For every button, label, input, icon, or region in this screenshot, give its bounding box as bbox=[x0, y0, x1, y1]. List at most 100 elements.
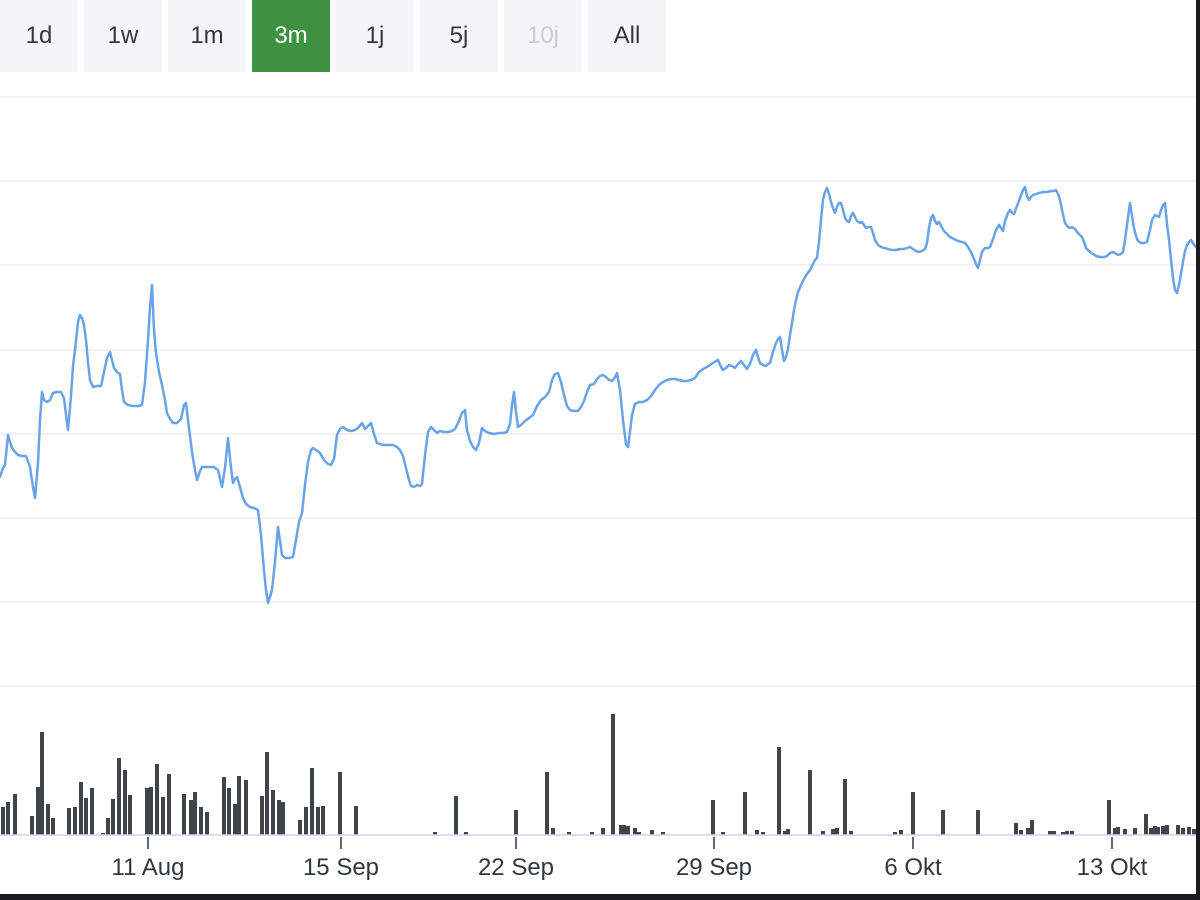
time-range-toolbar: 1d 1w 1m 3m 1j 5j 10j All bbox=[0, 0, 666, 72]
range-button-all[interactable]: All bbox=[588, 0, 666, 72]
volume-bar bbox=[155, 764, 159, 835]
volume-bar bbox=[551, 828, 555, 835]
volume-bar bbox=[893, 832, 897, 835]
x-axis-label: 22 Sep bbox=[478, 854, 554, 881]
x-axis-label: 13 Okt bbox=[1077, 854, 1148, 881]
volume-bar bbox=[601, 828, 605, 835]
x-axis-label: 15 Sep bbox=[303, 854, 379, 881]
volume-bar bbox=[1026, 828, 1030, 835]
volume-bar bbox=[633, 828, 637, 835]
x-axis-label: 11 Aug bbox=[112, 854, 185, 881]
volume-bar bbox=[271, 790, 275, 835]
volume-bar bbox=[1070, 831, 1074, 835]
volume-bar bbox=[786, 829, 790, 835]
volume-bar bbox=[454, 796, 458, 835]
volume-bar bbox=[46, 804, 50, 835]
range-button-1j[interactable]: 1j bbox=[336, 0, 414, 72]
volume-bar bbox=[1153, 826, 1157, 835]
volume-bar bbox=[30, 816, 34, 835]
volume-bar bbox=[650, 830, 654, 835]
volume-bar bbox=[128, 795, 132, 835]
range-button-3m[interactable]: 3m bbox=[252, 0, 330, 72]
volume-bar bbox=[567, 832, 571, 835]
volume-bar bbox=[622, 825, 626, 835]
x-axis-label: 6 Okt bbox=[884, 854, 942, 881]
volume-bar bbox=[233, 804, 237, 835]
volume-bar bbox=[611, 714, 615, 835]
volume-bar bbox=[849, 831, 853, 835]
volume-bar bbox=[1014, 823, 1018, 835]
volume-bar bbox=[117, 758, 121, 835]
volume-bar bbox=[941, 810, 945, 835]
volume-bar bbox=[514, 810, 518, 835]
volume-bar bbox=[149, 787, 153, 835]
volume-bar bbox=[1176, 825, 1180, 835]
volume-bar bbox=[205, 812, 209, 835]
volume-bar bbox=[73, 807, 77, 835]
volume-bar bbox=[84, 798, 88, 835]
range-button-10j[interactable]: 10j bbox=[504, 0, 582, 72]
volume-bar bbox=[1181, 828, 1185, 835]
volume-bar bbox=[1030, 820, 1034, 835]
volume-bar bbox=[1061, 832, 1065, 835]
volume-bar bbox=[1192, 829, 1196, 835]
volume-bar bbox=[1, 807, 5, 835]
volume-bar bbox=[90, 788, 94, 835]
right-edge-border bbox=[1196, 0, 1200, 900]
volume-bar bbox=[831, 829, 835, 835]
volume-bar bbox=[1113, 828, 1117, 835]
volume-bar bbox=[244, 780, 248, 835]
volume-bar bbox=[661, 832, 665, 835]
volume-bar bbox=[338, 772, 342, 835]
volume-bar bbox=[783, 831, 787, 835]
volume-bar bbox=[6, 802, 10, 835]
volume-bar bbox=[106, 818, 110, 835]
volume-bar bbox=[304, 807, 308, 835]
volume-bar bbox=[79, 782, 83, 835]
volume-bar bbox=[590, 832, 594, 835]
volume-bar bbox=[761, 832, 765, 835]
range-button-5j[interactable]: 5j bbox=[420, 0, 498, 72]
volume-bar bbox=[721, 832, 725, 835]
volume-bar bbox=[619, 825, 623, 835]
volume-bar bbox=[36, 787, 40, 835]
volume-bar bbox=[237, 776, 241, 835]
volume-bar bbox=[316, 807, 320, 835]
volume-bar bbox=[265, 752, 269, 835]
volume-bar bbox=[911, 792, 915, 835]
volume-bar bbox=[1123, 829, 1127, 835]
volume-bar bbox=[976, 810, 980, 835]
volume-bar bbox=[464, 832, 468, 835]
range-button-1d[interactable]: 1d bbox=[0, 0, 78, 72]
volume-bar bbox=[222, 777, 226, 835]
volume-bar bbox=[189, 800, 193, 835]
volume-bar bbox=[298, 820, 302, 835]
volume-bar bbox=[433, 832, 437, 835]
volume-bar bbox=[1149, 828, 1153, 835]
range-button-1m[interactable]: 1m bbox=[168, 0, 246, 72]
volume-bar bbox=[161, 797, 165, 835]
volume-bar bbox=[755, 830, 759, 835]
volume-bar bbox=[821, 831, 825, 835]
volume-bar bbox=[199, 807, 203, 835]
volume-bar bbox=[545, 772, 549, 835]
volume-bar bbox=[1156, 827, 1160, 835]
volume-bar bbox=[1107, 800, 1111, 835]
volume-bar bbox=[123, 770, 127, 835]
volume-bar bbox=[777, 747, 781, 835]
range-button-1w[interactable]: 1w bbox=[84, 0, 162, 72]
volume-bar bbox=[711, 800, 715, 835]
volume-bar bbox=[40, 732, 44, 835]
volume-bar bbox=[51, 818, 55, 835]
volume-bar bbox=[899, 830, 903, 835]
volume-bar bbox=[808, 770, 812, 835]
volume-bar bbox=[260, 796, 264, 835]
volume-bar bbox=[193, 792, 197, 835]
volume-bar bbox=[182, 794, 186, 835]
volume-bar bbox=[13, 794, 17, 835]
volume-bar bbox=[281, 802, 285, 835]
bottom-edge-border bbox=[0, 894, 1200, 900]
